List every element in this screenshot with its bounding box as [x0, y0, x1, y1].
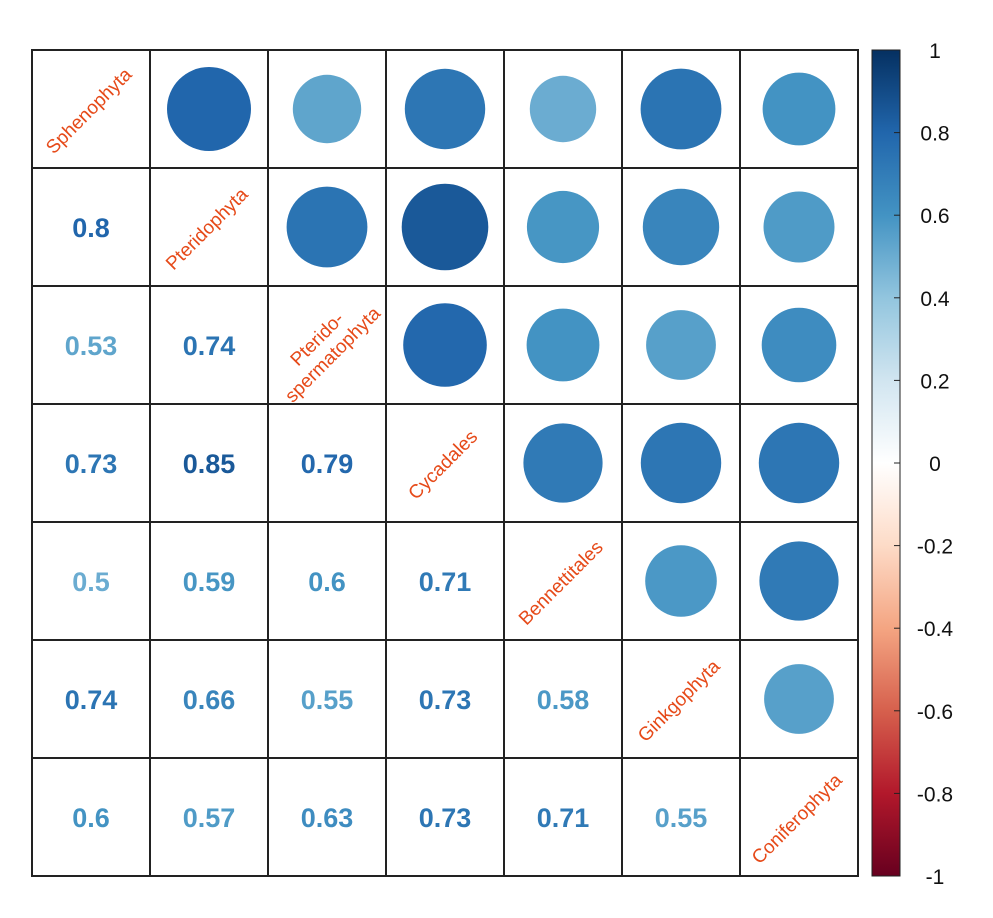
correlation-circle — [763, 191, 835, 263]
matrix-cell — [621, 757, 741, 877]
matrix-cell — [267, 521, 387, 641]
correlation-circle — [292, 74, 362, 144]
correlation-value: 0.58 — [537, 685, 590, 715]
matrix-cell — [31, 521, 151, 641]
matrix-cell — [31, 49, 151, 169]
correlation-circle — [523, 423, 603, 503]
correlation-value: 0.74 — [65, 685, 118, 715]
matrix-cell — [385, 403, 505, 523]
matrix-cell — [267, 757, 387, 877]
colorbar-tick-label: -0.2 — [917, 536, 953, 559]
correlation-circle — [762, 72, 836, 146]
correlation-circle — [286, 186, 368, 268]
matrix-cell — [385, 757, 505, 877]
correlation-value: 0.59 — [183, 567, 236, 597]
correlation-value: 0.73 — [419, 685, 472, 715]
correlation-circle — [764, 664, 834, 734]
correlation-circle — [526, 308, 600, 382]
matrix-cell — [31, 639, 151, 759]
colorbar-tick-label: 0 — [929, 453, 941, 476]
correlation-circle — [401, 183, 489, 271]
colorbar-tick-label: 1 — [929, 40, 941, 63]
correlation-circle — [761, 307, 837, 383]
correlation-circle — [403, 303, 487, 387]
colorbar-tick-label: -0.8 — [917, 783, 953, 806]
correlation-value: 0.66 — [183, 685, 236, 715]
correlation-value: 0.63 — [301, 803, 354, 833]
correlation-value: 0.5 — [72, 567, 110, 597]
correlation-circle — [529, 75, 597, 143]
correlation-value: 0.71 — [419, 567, 472, 597]
correlation-circle — [642, 188, 720, 266]
colorbar-tick-label: -0.6 — [917, 701, 953, 724]
correlation-value: 0.57 — [183, 803, 236, 833]
matrix-cell — [31, 757, 151, 877]
matrix-cell — [149, 167, 269, 287]
matrix-cell — [503, 521, 623, 641]
correlation-value: 0.79 — [301, 449, 354, 479]
colorbar-tick-label: 0.8 — [920, 123, 949, 146]
matrix-cell — [385, 639, 505, 759]
correlation-circle — [404, 68, 486, 150]
colorbar-tick-label: -1 — [926, 866, 945, 889]
correlation-circle — [759, 541, 839, 621]
correlation-circle — [640, 68, 722, 150]
correlation-value: 0.6 — [72, 803, 110, 833]
correlation-value: 0.85 — [183, 449, 236, 479]
correlation-value: 0.71 — [537, 803, 590, 833]
color-legend: 1 0.8 0.6 0.4 0.2 0 -0.2 -0.4 -0.6 -0.8 -1 — [871, 40, 954, 889]
matrix-cell — [503, 639, 623, 759]
correlation-circle — [526, 190, 600, 264]
correlation-value: 0.53 — [65, 331, 118, 361]
matrix-cell — [149, 403, 269, 523]
correlation-value: 0.55 — [655, 803, 708, 833]
correlation-circle — [758, 422, 840, 504]
matrix-cell — [31, 167, 151, 287]
matrix-cell — [149, 639, 269, 759]
correlation-value: 0.73 — [65, 449, 118, 479]
colorbar-tick-label: -0.4 — [917, 618, 954, 641]
correlation-value: 0.74 — [183, 331, 236, 361]
correlation-circle — [645, 545, 717, 617]
colorbar-tick-label: 0.4 — [920, 288, 950, 311]
correlation-value: 0.6 — [308, 567, 346, 597]
matrix-cell — [621, 639, 741, 759]
correlation-circle — [646, 310, 716, 380]
matrix-cell — [149, 757, 269, 877]
matrix-cell — [267, 285, 387, 405]
colorbar-tick-label: 0.6 — [920, 205, 949, 228]
correlation-value: 0.55 — [301, 685, 354, 715]
correlation-circle — [167, 67, 251, 151]
matrix-cell — [739, 757, 859, 877]
colorbar-tick-label: 0.2 — [920, 370, 949, 393]
correlation-value: 0.8 — [72, 213, 110, 243]
correlation-value: 0.73 — [419, 803, 472, 833]
matrix-cell — [503, 757, 623, 877]
correlation-circle — [640, 422, 722, 504]
